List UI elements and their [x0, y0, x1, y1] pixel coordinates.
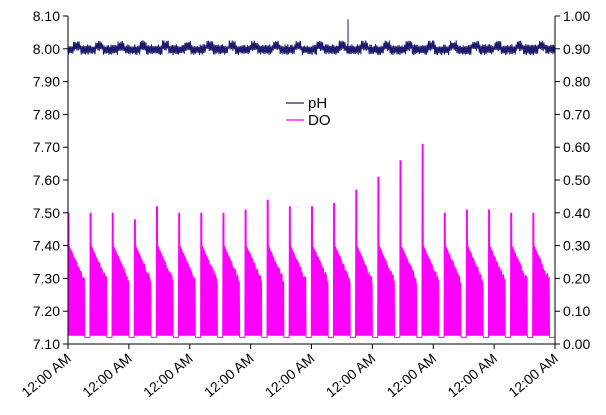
left-tick-label: 7.20 [33, 303, 60, 319]
right-tick-label: 0.40 [563, 205, 590, 221]
left-tick-label: 7.80 [33, 106, 60, 122]
right-tick-label: 0.10 [563, 303, 590, 319]
legend-label-ph: pH [308, 95, 327, 112]
left-tick-label: 8.10 [33, 8, 60, 24]
x-tick-label: 12:00 AM [79, 350, 135, 400]
right-tick-label: 1.00 [563, 8, 590, 24]
x-tick-label: 12:00 AM [140, 350, 196, 400]
right-tick-label: 0.90 [563, 41, 590, 57]
x-tick-label: 12:00 AM [262, 350, 318, 400]
left-tick-label: 7.10 [33, 336, 60, 352]
left-tick-label: 7.60 [33, 172, 60, 188]
left-tick-label: 7.90 [33, 74, 60, 90]
do-series-line [67, 143, 555, 338]
right-tick-label: 0.20 [563, 270, 590, 286]
x-tick-label: 12:00 AM [323, 350, 379, 400]
legend-box [282, 92, 334, 130]
x-tick-label: 12:00 AM [384, 350, 440, 400]
right-tick-label: 0.70 [563, 106, 590, 122]
right-tick-label: 0.80 [563, 74, 590, 90]
left-tick-label: 7.50 [33, 205, 60, 221]
legend-label-do: DO [308, 112, 331, 129]
left-tick-label: 7.70 [33, 139, 60, 155]
x-tick-label: 12:00 AM [505, 350, 561, 400]
right-tick-label: 0.00 [563, 336, 590, 352]
right-tick-label: 0.60 [563, 139, 590, 155]
left-tick-label: 7.30 [33, 270, 60, 286]
right-tick-label: 0.30 [563, 238, 590, 254]
left-tick-label: 7.40 [33, 238, 60, 254]
x-tick-label: 12:00 AM [444, 350, 500, 400]
right-tick-label: 0.50 [563, 172, 590, 188]
x-tick-label: 12:00 AM [201, 350, 257, 400]
ph-series-line [67, 40, 556, 56]
left-tick-label: 8.00 [33, 41, 60, 57]
x-tick-label: 12:00 AM [18, 350, 74, 400]
